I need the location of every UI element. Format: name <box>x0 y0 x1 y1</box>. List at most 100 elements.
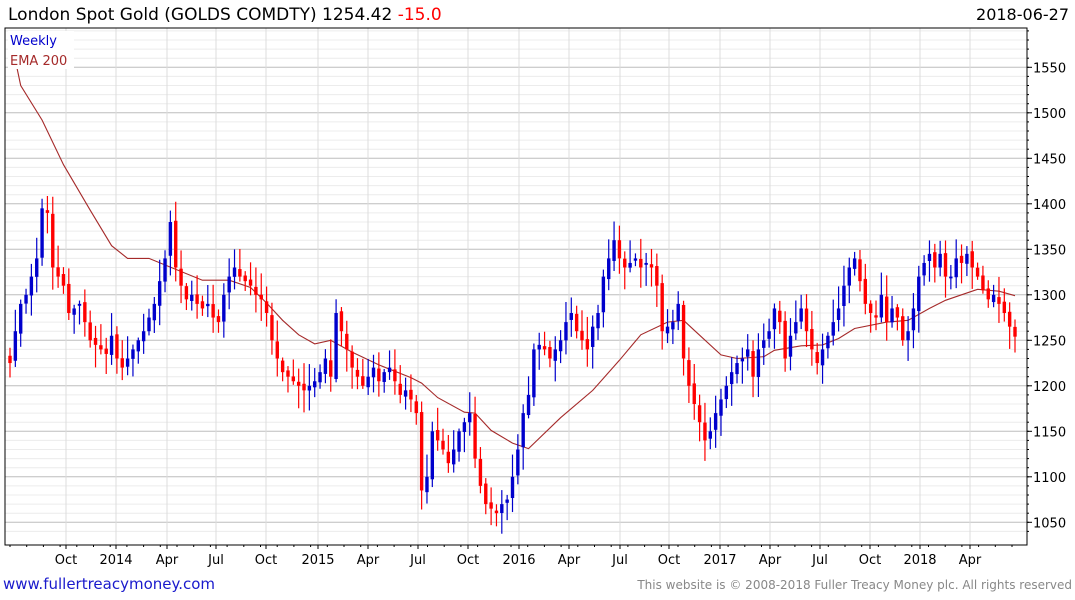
candle-body <box>580 330 584 341</box>
x-tick-label: 2015 <box>301 553 334 568</box>
candle <box>109 313 114 365</box>
candle-body <box>51 213 55 268</box>
candle-body <box>232 267 237 277</box>
candle <box>863 263 868 315</box>
candle <box>222 283 226 338</box>
candle-body <box>125 358 130 367</box>
candle <box>826 332 830 359</box>
candle <box>794 300 798 340</box>
candle-body <box>868 303 873 313</box>
candle <box>1007 302 1012 349</box>
candle-body <box>484 483 488 505</box>
candle <box>174 201 178 282</box>
candle <box>703 402 707 461</box>
candle <box>494 504 499 527</box>
candle <box>403 377 408 410</box>
candle-body <box>457 431 461 452</box>
candle <box>286 366 290 393</box>
candle <box>970 240 974 289</box>
candle <box>152 296 157 333</box>
candle-body <box>756 349 761 378</box>
candle-body <box>692 383 696 404</box>
candle-body <box>45 210 50 213</box>
candle-body <box>991 294 996 303</box>
candle <box>815 342 819 375</box>
candle <box>473 396 477 469</box>
candle <box>628 240 632 273</box>
candle-body <box>847 267 851 286</box>
candle <box>965 246 969 277</box>
candle <box>18 299 23 347</box>
candle <box>318 364 322 389</box>
candle <box>430 421 435 488</box>
candle <box>719 388 723 436</box>
candle-body <box>350 351 354 368</box>
candle-body <box>831 322 835 336</box>
candle-body <box>1002 301 1007 313</box>
copyright-text: This website is © 2008-2018 Fuller Treac… <box>637 578 1072 592</box>
candle <box>468 392 472 436</box>
candles <box>8 195 1017 534</box>
candle-body <box>248 279 253 286</box>
candle-body <box>943 253 948 277</box>
candle <box>419 401 424 510</box>
candle <box>131 344 135 377</box>
candle <box>254 267 258 313</box>
candle <box>959 244 964 284</box>
candle-body <box>820 349 825 366</box>
candle-body <box>259 294 263 300</box>
candle <box>569 297 574 337</box>
candle <box>478 447 483 494</box>
candle-body <box>569 313 574 320</box>
candle <box>516 434 520 485</box>
candle <box>56 245 60 288</box>
candle-body <box>510 476 515 499</box>
candle-body <box>997 297 1001 304</box>
candle-body <box>163 258 167 282</box>
candle <box>296 368 301 409</box>
chart-title: London Spot Gold (GOLDS COMDTY) 1254.42 … <box>8 5 442 25</box>
x-tick-label: Jul <box>811 553 828 568</box>
candle-body <box>243 275 247 282</box>
candle <box>190 280 194 311</box>
grid <box>5 28 1027 545</box>
candle-body <box>526 394 531 416</box>
candle-body <box>687 360 691 386</box>
candle <box>377 352 381 397</box>
site-link[interactable]: www.fullertreacymoney.com <box>3 575 216 593</box>
candle-body <box>195 294 199 304</box>
candle <box>580 310 584 350</box>
candle-body <box>435 430 440 441</box>
candle-body <box>724 385 729 400</box>
candle <box>40 198 44 266</box>
candle <box>334 299 338 383</box>
candle-body <box>665 326 670 334</box>
candle <box>99 324 103 355</box>
candle <box>125 336 130 376</box>
candle-body <box>227 276 231 293</box>
candle <box>681 300 686 376</box>
candle-body <box>852 258 857 269</box>
candle-body <box>387 367 392 373</box>
candle-body <box>735 363 739 375</box>
candle-body <box>601 276 606 313</box>
candle <box>35 237 39 293</box>
candle <box>104 337 108 374</box>
candle-body <box>136 340 140 352</box>
candle-body <box>740 358 745 362</box>
candle-body <box>174 220 178 268</box>
y-tick-label: 1550 <box>1033 61 1066 76</box>
chart-date: 2018-06-27 <box>976 5 1069 24</box>
candle-body <box>355 369 360 377</box>
candle-body <box>505 499 509 503</box>
y-tick-label: 1300 <box>1033 289 1066 304</box>
x-tick-label: Apr <box>357 553 380 568</box>
candle <box>393 349 397 395</box>
candle-body <box>120 358 124 368</box>
candle <box>836 286 841 332</box>
candle <box>302 363 306 413</box>
candle-body <box>649 264 654 268</box>
candle <box>542 331 547 356</box>
candle <box>751 340 755 398</box>
